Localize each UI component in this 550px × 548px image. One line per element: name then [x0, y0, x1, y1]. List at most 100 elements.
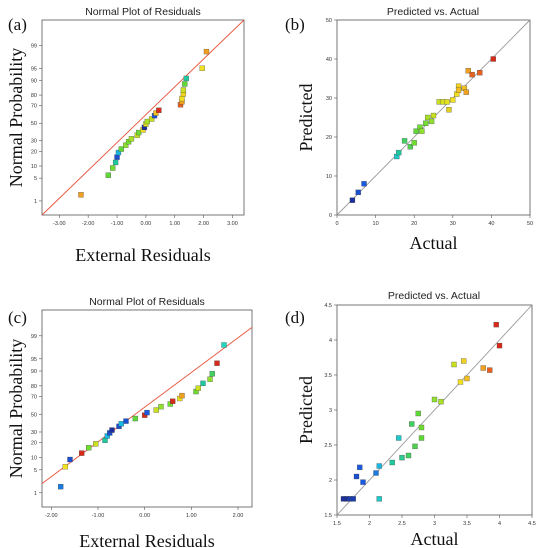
reference-line — [336, 304, 533, 516]
data-point — [461, 358, 467, 364]
data-point — [480, 365, 486, 371]
data-point — [418, 435, 425, 441]
y-axis-label: Predicted — [296, 84, 316, 152]
x-tick-label: 20 — [411, 221, 417, 227]
y-tick-label: 50 — [326, 18, 332, 24]
y-tick-label: 80 — [31, 93, 37, 99]
y-tick-label: 70 — [31, 104, 37, 110]
data-point — [425, 114, 431, 121]
data-point — [115, 149, 122, 156]
x-tick-label: -2.00 — [45, 513, 58, 519]
y-tick-label: 3.5 — [324, 373, 332, 379]
data-point — [399, 454, 405, 461]
y-tick-label: 4 — [329, 338, 332, 344]
data-point — [179, 95, 185, 102]
data-point — [207, 376, 213, 382]
data-point — [465, 68, 471, 74]
data-point — [79, 450, 85, 456]
data-point — [118, 421, 124, 427]
data-point — [125, 139, 132, 145]
data-point — [496, 342, 503, 349]
data-point — [170, 398, 176, 404]
data-point — [179, 392, 185, 399]
y-tick-label: 20 — [326, 135, 332, 141]
data-point — [183, 75, 189, 82]
panel-a: Normal Plot of Residuals (a) -3.00 -2.00 -1.… — [6, 6, 245, 265]
x-tick-label: -1.00 — [92, 513, 105, 519]
data-point — [463, 89, 469, 95]
data-point — [158, 403, 164, 410]
data-point — [109, 427, 115, 433]
y-tick-label: 10 — [31, 456, 37, 462]
data-point — [457, 379, 464, 385]
data-point — [105, 172, 112, 178]
data-point — [430, 112, 437, 119]
y-tick-label: 40 — [326, 57, 332, 63]
data-point — [203, 48, 210, 55]
x-tick-label: 2.00 — [233, 513, 244, 519]
data-point — [153, 110, 159, 116]
data-point — [199, 65, 205, 71]
data-point — [349, 197, 356, 203]
data-point — [451, 361, 457, 368]
data-point — [112, 159, 119, 166]
y-axis-label: Normal Probability — [6, 48, 26, 187]
x-tick-label: 4.5 — [528, 521, 536, 527]
data-point — [67, 456, 73, 463]
x-tick-label: 40 — [488, 221, 494, 227]
x-tick-label: 1.00 — [169, 221, 180, 227]
y-tick-label: 20 — [31, 441, 37, 447]
data-point — [450, 97, 456, 103]
x-axis-label: Actual — [410, 233, 458, 253]
data-point — [389, 459, 395, 466]
y-tick-label: 10 — [326, 174, 332, 180]
data-point — [180, 87, 187, 93]
data-point — [405, 452, 412, 459]
chart-title: Predicted vs. Actual — [387, 6, 479, 18]
data-point — [396, 149, 402, 156]
data-point — [423, 120, 429, 126]
x-tick-label: -3.00 — [53, 221, 66, 227]
data-point — [487, 367, 493, 373]
panel-letter: (c) — [8, 308, 27, 327]
y-tick-label: 20 — [31, 149, 37, 155]
data-point — [209, 371, 215, 377]
data-point — [144, 409, 150, 416]
data-point — [396, 435, 402, 441]
data-point — [444, 99, 450, 105]
data-point — [58, 483, 64, 490]
data-point — [469, 71, 475, 78]
x-tick-label: 4 — [498, 521, 501, 527]
chart-title: Normal Plot of Residuals — [89, 296, 205, 308]
y-tick-label: 80 — [31, 384, 37, 390]
data-point — [418, 424, 425, 431]
y-tick-label: 50 — [31, 412, 37, 418]
y-tick-label: 5 — [34, 176, 37, 182]
y-tick-label: 99 — [31, 334, 37, 340]
data-point — [353, 473, 360, 480]
data-point — [431, 396, 438, 403]
y-tick-label: 30 — [31, 139, 37, 145]
data-point — [446, 107, 452, 113]
data-point — [62, 464, 68, 470]
data-point — [355, 189, 361, 196]
reference-line — [41, 326, 253, 484]
x-tick-label: 2.5 — [398, 521, 406, 527]
data-point — [149, 116, 155, 122]
y-tick-label: 90 — [31, 369, 37, 375]
data-point — [182, 81, 188, 87]
data-point — [118, 146, 125, 152]
x-tick-label: 50 — [527, 221, 533, 227]
data-point — [373, 470, 379, 476]
data-point — [415, 410, 421, 417]
y-tick-label: 1 — [34, 199, 37, 205]
data-point — [350, 496, 356, 502]
y-tick-label: 95 — [31, 66, 37, 72]
data-point — [221, 342, 227, 348]
x-axis-label: External Residuals — [75, 245, 210, 265]
data-point — [376, 496, 382, 502]
panel-c: Normal Plot of Residuals (c) -2.00 -1.00 0.0… — [6, 296, 253, 548]
plot-frame — [336, 19, 531, 216]
y-axis-label: Predicted — [296, 376, 316, 444]
y-tick-label: 2.5 — [324, 443, 332, 449]
